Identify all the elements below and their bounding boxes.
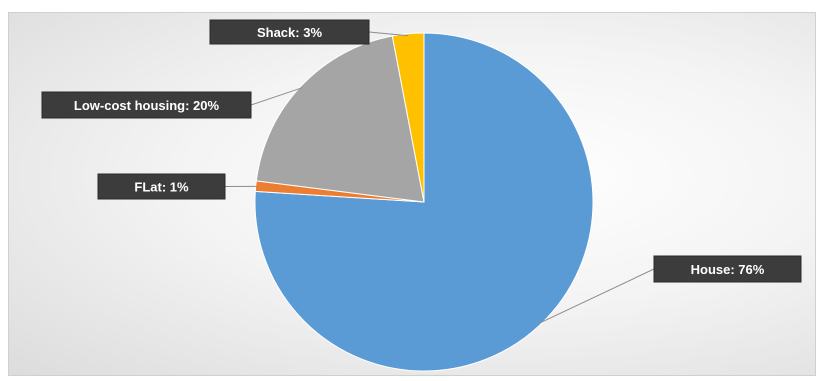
data-label-flat: FLat: 1% [97,173,226,200]
data-label-box [41,91,252,119]
leader-line [368,31,409,37]
leader-line [250,87,303,106]
data-label-shack: Shack: 3% [209,19,370,45]
pie-chart: House: 76% FLat: 1% Low-cost housing: 20% S… [41,19,802,372]
pie-slice-house [254,32,594,372]
leader-lines [224,31,655,325]
data-label-low-cost-housing: Low-cost housing: 20% [41,91,252,119]
data-label-text: FLat: 1% [134,180,189,195]
pie-slices [254,32,594,372]
data-label-box [653,255,802,283]
data-label-text: Shack: 3% [257,25,322,40]
data-labels: House: 76% FLat: 1% Low-cost housing: 20% S… [41,19,802,283]
data-label-text: House: 76% [691,262,765,277]
pie-slice-low-cost-housing [255,35,425,203]
pie-slice-shack [391,32,425,203]
data-label-text: Low-cost housing: 20% [74,98,220,113]
leader-line [538,268,655,325]
chart-area: House: 76% FLat: 1% Low-cost housing: 20% S… [8,12,816,376]
data-label-box [97,173,226,200]
data-label-box [209,19,370,45]
data-label-house: House: 76% [653,255,802,283]
